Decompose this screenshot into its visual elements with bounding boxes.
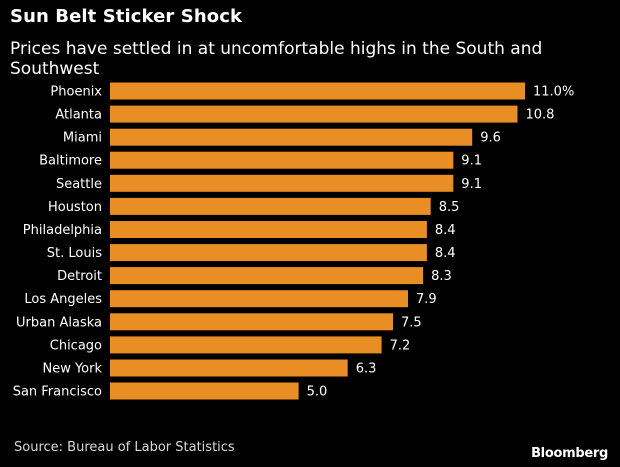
bar-st-louis xyxy=(110,244,427,262)
source-note: Source: Bureau of Labor Statistics xyxy=(14,440,235,455)
value-label: 11.0% xyxy=(533,85,574,100)
category-label: Los Angeles xyxy=(24,292,102,307)
bar-chicago xyxy=(110,336,382,354)
value-label: 7.5 xyxy=(401,315,422,330)
bar-baltimore xyxy=(110,151,454,169)
bar-new-york xyxy=(110,359,348,377)
category-label: San Francisco xyxy=(13,385,102,400)
bar-houston xyxy=(110,197,431,215)
bar-philadelphia xyxy=(110,221,427,238)
bar-detroit xyxy=(110,267,424,285)
category-label: New York xyxy=(42,362,102,377)
value-label: 7.2 xyxy=(390,338,411,353)
category-label: Urban Alaska xyxy=(16,315,102,330)
chart-subtitle: Prices have settled in at uncomfortable … xyxy=(10,39,543,79)
bar-san-francisco xyxy=(110,382,299,400)
bar-atlanta xyxy=(110,105,518,123)
category-label: Miami xyxy=(63,131,102,146)
bar-los-angeles xyxy=(110,290,408,308)
value-label: 8.4 xyxy=(435,223,456,238)
value-label: 6.3 xyxy=(356,362,377,377)
value-label: 5.0 xyxy=(307,385,328,400)
category-label: Seattle xyxy=(56,177,102,192)
bar-phoenix xyxy=(110,82,525,100)
bar-seattle xyxy=(110,174,454,192)
category-label: Baltimore xyxy=(39,154,102,169)
value-label: 7.9 xyxy=(416,292,437,307)
bloomberg-logo: Bloomberg xyxy=(531,446,608,461)
category-label: Atlanta xyxy=(55,108,102,123)
bar-miami xyxy=(110,128,473,146)
category-label: St. Louis xyxy=(47,246,102,261)
value-label: 9.1 xyxy=(461,177,482,192)
value-label: 8.5 xyxy=(439,200,460,215)
value-label: 8.4 xyxy=(435,246,456,261)
category-label: Houston xyxy=(48,200,102,215)
category-label: Phoenix xyxy=(50,85,102,100)
value-label: 10.8 xyxy=(526,108,555,123)
value-label: 9.1 xyxy=(461,154,482,169)
chart-title: Sun Belt Sticker Shock xyxy=(10,6,243,27)
value-label: 8.3 xyxy=(431,269,452,284)
value-label: 9.6 xyxy=(480,131,501,146)
category-label: Chicago xyxy=(50,338,102,353)
category-label: Philadelphia xyxy=(23,223,102,238)
bar-urban-alaska xyxy=(110,313,393,331)
category-label: Detroit xyxy=(57,269,102,284)
